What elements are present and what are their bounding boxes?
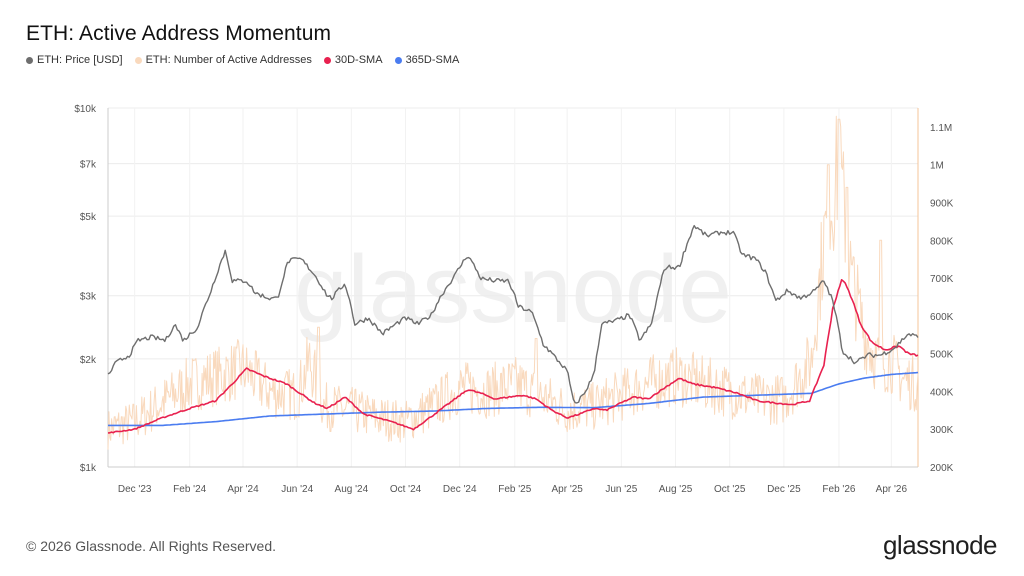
y-left-tick-label: $7k [80, 160, 97, 171]
series-30d-sma [107, 279, 919, 434]
legend-label-price: ETH: Price [USD] [37, 54, 123, 66]
x-tick-label: Apr '24 [227, 484, 259, 495]
y-right-tick-label: 1M [930, 161, 944, 172]
legend-item-30d-sma[interactable]: 30D-SMA [323, 54, 383, 66]
legend-label-active-addresses: ETH: Number of Active Addresses [145, 54, 312, 66]
legend-label-30d-sma: 30D-SMA [334, 54, 383, 66]
x-tick-label: Feb '25 [498, 484, 531, 495]
y-right-tick-label: 900K [930, 198, 954, 209]
legend-dot-365d-sma [394, 56, 402, 64]
y-right-tick-label: 300K [930, 425, 954, 436]
chart-title: ETH: Active Address Momentum [26, 22, 332, 45]
legend-item-active-addresses[interactable]: ETH: Number of Active Addresses [134, 54, 312, 66]
series-365d-sma [108, 371, 919, 427]
legend-dot-30d-sma [323, 56, 331, 64]
y-right-tick-label: 500K [930, 350, 954, 361]
y-right-tick-label: 600K [930, 312, 954, 323]
x-tick-label: Jun '25 [605, 484, 637, 495]
legend-dot-price [26, 56, 33, 64]
series-active-addresses [107, 115, 919, 450]
legend-dot-active-addresses [134, 56, 142, 64]
legend: ETH: Price [USD] ETH: Number of Active A… [26, 54, 459, 66]
y-right-tick-label: 700K [930, 274, 954, 285]
legend-label-365d-sma: 365D-SMA [405, 54, 460, 66]
x-tick-label: Oct '25 [714, 484, 746, 495]
y-left-tick-label: $10k [74, 104, 97, 115]
x-tick-label: Jun '24 [281, 484, 313, 495]
y-right-tick-label: 400K [930, 387, 954, 398]
y-right-tick-label: 200K [930, 463, 954, 474]
legend-item-price[interactable]: ETH: Price [USD] [26, 54, 123, 66]
copyright-text: © 2026 Glassnode. All Rights Reserved. [26, 538, 277, 554]
x-tick-label: Aug '24 [335, 484, 369, 495]
glassnode-logo: glassnode [882, 530, 998, 560]
y-left-tick-label: $5k [80, 212, 97, 223]
x-tick-label: Aug '25 [659, 484, 693, 495]
y-left-tick-label: $1k [80, 463, 97, 474]
x-tick-label: Feb '24 [173, 484, 206, 495]
x-tick-label: Dec '23 [118, 484, 152, 495]
y-left-tick-label: $2k [80, 355, 97, 366]
watermark: glassnode [294, 236, 732, 343]
y-right-tick-label: 1.1M [930, 123, 952, 134]
y-left-tick-label: $3k [80, 292, 97, 303]
x-tick-label: Apr '25 [551, 484, 583, 495]
x-tick-label: Oct '24 [390, 484, 422, 495]
legend-item-365d-sma[interactable]: 365D-SMA [394, 54, 460, 66]
x-tick-label: Dec '25 [767, 484, 801, 495]
x-tick-label: Dec '24 [443, 484, 477, 495]
y-right-tick-label: 800K [930, 236, 954, 247]
x-tick-label: Apr '26 [876, 484, 908, 495]
x-tick-label: Feb '26 [822, 484, 855, 495]
series-eth-price [107, 224, 919, 404]
